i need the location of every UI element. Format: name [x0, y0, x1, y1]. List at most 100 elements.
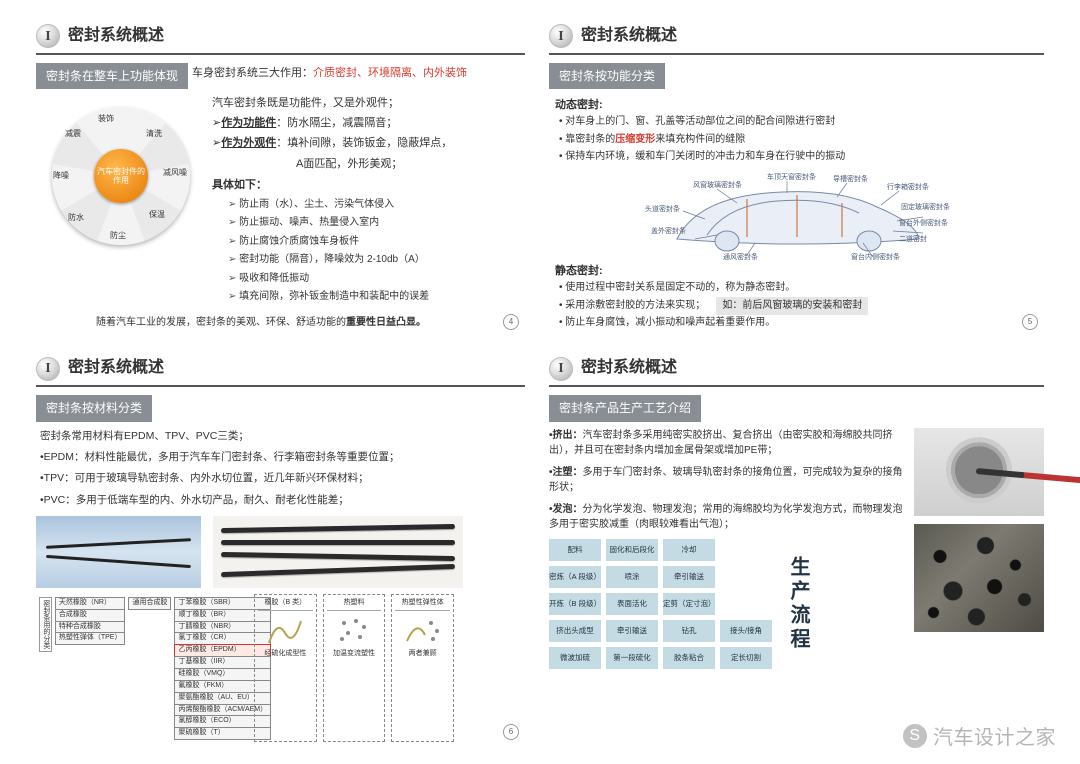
flow-cell: 牵引输送: [606, 620, 658, 642]
flow-grid: 配料固化和后段化冷却密炼（A 段级）喷涂牵引输送开炼（B 段级）表面活化定剪（定…: [549, 539, 772, 669]
slide-header: I 密封系统概述: [36, 356, 525, 387]
compare-box: 热塑料 加温变流塑性: [323, 594, 386, 742]
appr-text-a: ：填补间隙，装饰钣金，隐蔽焊点，: [276, 137, 452, 149]
subheading: 密封条在整车上功能体现: [36, 63, 188, 90]
subheading: 密封条按材料分类: [36, 395, 152, 422]
flow-cell: [720, 566, 772, 588]
flow-cell: [720, 539, 772, 561]
flow-cell: 定长切割: [720, 647, 772, 669]
wheel-seg: 保温: [149, 209, 165, 221]
topline-prefix: 车身密封系统三大作用：: [192, 67, 313, 79]
flow-cell: 牵引输送: [663, 566, 715, 588]
svg-text:行李箱密封条: 行李箱密封条: [887, 182, 929, 191]
list-item: 防止车身腐蚀，减小振动和噪声起着重要作用。: [559, 315, 1044, 331]
bullet: 填充间隙，弥补钣金制造中和装配中的误差: [228, 289, 525, 305]
flow-cell: 定剪（定寸泡）: [663, 593, 715, 615]
process-item: •发泡：分为化学发泡、物理发泡；常用的海绵胶均为化学发泡方式，而物理发泡多用于密…: [549, 502, 906, 533]
material-tree: 密封条用的分类 天然橡胶（NR） 合成橡胶 特种合成橡胶 热塑性弹体（TPE） …: [36, 594, 246, 742]
photo-strips-1: [36, 516, 201, 588]
slide-overview-functions: I 密封系统概述 密封条在整车上功能体现 车身密封系统三大作用：介质密封、环境隔…: [36, 24, 525, 332]
header-roman-icon: I: [36, 24, 60, 48]
func-label: 作为功能件: [221, 117, 276, 129]
slide-header: I 密封系统概述: [36, 24, 525, 55]
func-text: ：防水隔尘，减震隔音；: [276, 117, 397, 129]
svg-text:窗台内侧密封条: 窗台内侧密封条: [851, 252, 900, 261]
photo-strips-2: [213, 516, 463, 588]
wheel-center-label: 汽车密封件的作用: [94, 149, 148, 203]
header-title: 密封系统概述: [68, 24, 164, 49]
list-item: 保持车内环境，缓和车门关闭时的冲击力和车身在行驶中的振动: [559, 149, 1044, 165]
svg-text:二道密封: 二道密封: [899, 234, 927, 243]
line-both: 汽车密封条既是功能件，又是外观件；: [212, 95, 525, 112]
process-item: •挤出：汽车密封条多采用纯密实胶挤出、复合挤出（由密实胶和海绵胶共同挤出），并且…: [549, 428, 906, 459]
header-title: 密封系统概述: [68, 356, 164, 381]
header-title: 密封系统概述: [581, 356, 677, 381]
flow-cell: 固化和后段化: [606, 539, 658, 561]
flow-cell: 配料: [549, 539, 601, 561]
pvc-line: •PVC：多用于低端车型的内、外水切产品，耐久、耐老化性能差；: [40, 492, 525, 508]
tree-l1b: 通用合成胶: [128, 597, 171, 610]
bullet: 防止振动、噪声、热量侵入室内: [228, 215, 525, 231]
svg-text:风窗玻璃密封条: 风窗玻璃密封条: [693, 180, 742, 189]
slide-footer: 随着汽车工业的发展，密封条的美观、环保、舒适功能的重要性日益凸显。: [96, 315, 426, 331]
flow-cell: 挤出头成型: [549, 620, 601, 642]
page-number: 6: [503, 724, 519, 740]
wheel-seg: 清洗: [146, 128, 162, 140]
list-item: 靠密封条的压缩变形来填充构件间的缝隙: [559, 132, 1044, 148]
function-wheel: 汽车密封件的作用 装饰 清洗 减风噪 保温 防尘 防水 降噪 减震: [36, 95, 206, 307]
flow-label: 生产流程: [782, 556, 813, 652]
flow-cell: 喷涂: [606, 566, 658, 588]
flow-cell: 胶条粘合: [663, 647, 715, 669]
flow-cell: [720, 593, 772, 615]
bullet: 防止雨（水）、尘土、污染气体侵入: [228, 197, 525, 213]
svg-text:通风密封条: 通风密封条: [723, 252, 758, 261]
slide-header: I 密封系统概述: [549, 356, 1044, 387]
bullet: 密封功能（隔音），降噪效为 2-10db（A）: [228, 252, 525, 268]
material-photos: [36, 516, 525, 588]
flow-cell: 密炼（A 段级）: [549, 566, 601, 588]
flow-cell: 冷却: [663, 539, 715, 561]
header-roman-icon: I: [36, 357, 60, 381]
dynamic-seal-title: 动态密封:: [555, 97, 1044, 114]
photo-foam: [914, 524, 1044, 632]
appr-text-b: A面匹配，外形美观；: [296, 156, 525, 173]
epdm-line: •EPDM：材料性能最优，多用于汽车车门密封条、行李箱密封条等重要位置；: [40, 449, 525, 465]
slide-process: I 密封系统概述 密封条产品生产工艺介绍 •挤出：汽车密封条多采用纯密实胶挤出、…: [549, 356, 1044, 742]
svg-text:盖外密封条: 盖外密封条: [651, 226, 686, 235]
flow-cell: 接头/接角: [720, 620, 772, 642]
svg-text:窗台外侧密封条: 窗台外侧密封条: [899, 218, 948, 227]
bullet: 吸收和降低振动: [228, 271, 525, 287]
example-box: 如：前后风窗玻璃的安装和密封: [716, 297, 868, 315]
bullet: 防止腐蚀介质腐蚀车身板件: [228, 234, 525, 250]
appr-label: 作为外观件: [221, 137, 276, 149]
process-item: •注塑：多用于车门密封条、玻璃导轨密封条的接角位置，可完成较为复杂的接角形状；: [549, 465, 906, 496]
wheel-seg: 防水: [68, 212, 84, 224]
header-title: 密封系统概述: [581, 24, 677, 49]
watermark-text: 汽车设计之家: [933, 721, 1056, 750]
watermark: S 汽车设计之家: [903, 721, 1056, 750]
subheading: 密封条按功能分类: [549, 63, 665, 90]
subheading: 密封条产品生产工艺介绍: [549, 395, 701, 422]
compare-box: 橡胶（B 类） 经硫化成型性: [254, 594, 317, 742]
wheel-seg: 减震: [65, 128, 81, 140]
tpv-line: •TPV：可用于玻璃导轨密封条、内外水切位置，近几年新兴环保材料；: [40, 470, 525, 486]
intro-line: 密封条常用材料有EPDM、TPV、PVC三类；: [40, 428, 525, 444]
flow-cell: 表面活化: [606, 593, 658, 615]
header-roman-icon: I: [549, 357, 573, 381]
svg-text:头道密封条: 头道密封条: [645, 204, 680, 213]
flow-cell: 开炼（B 段级）: [549, 593, 601, 615]
wheel-seg: 减风噪: [163, 167, 187, 179]
photo-extrusion: [914, 428, 1044, 516]
flow-cell: 第一段硫化: [606, 647, 658, 669]
list-item: 对车身上的门、窗、孔盖等活动部位之间的配合间隙进行密封: [559, 114, 1044, 130]
flow-cell: 微波加硫: [549, 647, 601, 669]
svg-text:车顶天窗密封条: 车顶天窗密封条: [767, 172, 816, 181]
watermark-icon: S: [903, 724, 927, 748]
detail-label: 具体如下：: [212, 177, 525, 194]
material-compare-boxes: 橡胶（B 类） 经硫化成型性 热塑料 加温变流塑性 热塑性弹性体 两者兼顾: [254, 594, 454, 742]
slide-header: I 密封系统概述: [549, 24, 1044, 55]
tree-l1: 热塑性弹体（TPE）: [55, 632, 126, 645]
svg-text:导槽密封条: 导槽密封条: [833, 174, 868, 183]
slide-materials: I 密封系统概述 密封条按材料分类 密封条常用材料有EPDM、TPV、PVC三类…: [36, 356, 525, 742]
static-seal-title: 静态密封:: [555, 263, 1044, 280]
